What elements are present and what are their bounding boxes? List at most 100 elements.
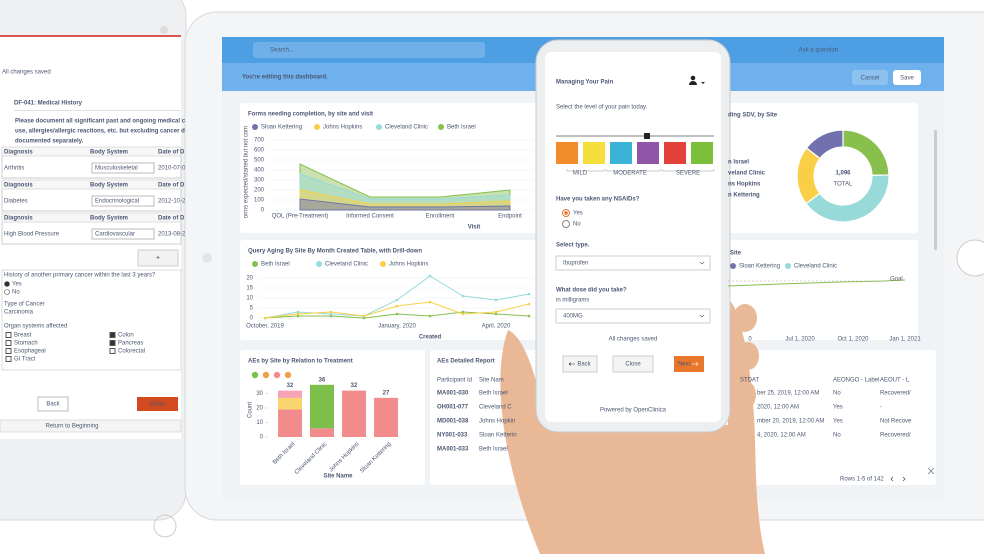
label: Colon — [118, 333, 134, 339]
label: Cleveland Clinic — [794, 264, 837, 270]
label: Not Recove — [880, 419, 912, 425]
label: Breast — [14, 333, 32, 339]
label: MILD — [573, 171, 588, 177]
legend-dot — [438, 124, 444, 130]
label: All changes saved — [609, 337, 658, 343]
user-icon — [689, 75, 705, 85]
label: 1,096 — [835, 171, 851, 177]
label: Body System — [90, 216, 128, 222]
scrollbar — [934, 130, 937, 250]
label: Pancreas — [118, 341, 143, 347]
y-tick-label: 200 — [254, 188, 265, 194]
bar — [342, 390, 366, 437]
label: Date of D — [158, 216, 185, 222]
label: AEONGO - Label — [833, 378, 879, 384]
label: Select type. — [556, 243, 590, 249]
data-label: 32 — [287, 383, 294, 389]
y-axis-label: orms expected/started but not com — [244, 126, 250, 218]
y-tick-label: 300 — [254, 178, 265, 184]
label: AEOUT - L — [880, 378, 910, 384]
x-tick-label: Jan 1, 2021 — [889, 337, 921, 343]
label: Colorectal — [118, 349, 145, 355]
add-button[interactable] — [137, 249, 179, 267]
select — [91, 195, 155, 207]
label: in milligrams — [556, 298, 589, 304]
label: Close — [625, 362, 641, 368]
x-tick-label: Enrollment — [426, 214, 455, 220]
y-tick-label: 30 — [256, 391, 263, 397]
home-button — [153, 514, 177, 538]
pain-face — [664, 142, 686, 164]
bar — [310, 428, 334, 437]
label: n Kettering — [728, 193, 760, 199]
label: Next — [678, 362, 691, 368]
pain-face — [610, 142, 632, 164]
label: Beth Israel — [479, 391, 508, 397]
pager — [890, 476, 906, 482]
label: What dose did you take? — [556, 288, 627, 294]
checkbox — [5, 332, 12, 338]
label: Yes — [12, 282, 22, 288]
label: Yes — [833, 419, 843, 425]
point — [329, 314, 333, 318]
label: 2010-07-0 — [158, 166, 186, 172]
label: SEVERE — [676, 171, 700, 177]
point — [494, 312, 498, 316]
label: Back — [577, 362, 591, 368]
label: n Israel — [728, 160, 749, 166]
point — [296, 314, 300, 318]
label: Return to Beginning — [45, 424, 98, 430]
label: No — [833, 391, 841, 397]
label: Johns Hopkin — [479, 419, 515, 425]
card-title: Query Aging By Site By Month Created Tab… — [248, 249, 422, 255]
cancel-button[interactable] — [852, 70, 888, 85]
x-tick-label: 0 — [748, 337, 752, 343]
label: 4, 2020, 12:00 AM — [757, 433, 806, 439]
slider-thumb — [644, 133, 650, 139]
legend-label: Johns Hopkins — [323, 125, 362, 131]
label: Sloan Ketterin — [479, 433, 517, 439]
point — [395, 312, 399, 316]
x-tick-label: Informed Consent — [346, 214, 394, 220]
camera — [160, 26, 168, 34]
y-tick-label: 0 — [250, 316, 254, 322]
label: 2012-10-2 — [158, 199, 186, 205]
next-button — [674, 356, 704, 372]
legend-dot — [262, 371, 270, 379]
label: MA001-030 — [437, 391, 469, 397]
legend-dot — [380, 261, 386, 267]
table-header — [1, 212, 182, 223]
save-button[interactable] — [893, 70, 921, 85]
point — [296, 310, 300, 314]
label: Date of D — [158, 183, 185, 189]
legend-dot — [316, 261, 322, 267]
label: 400MG — [563, 314, 583, 320]
point — [428, 300, 432, 304]
scale-bracket — [566, 169, 715, 172]
legend-label: Cleveland Clinic — [385, 125, 428, 131]
label: No — [573, 222, 581, 228]
label: Powered by OpenClinica — [600, 408, 667, 414]
radio — [562, 220, 570, 228]
donut-slice — [805, 129, 844, 160]
label: use, allergies/allergic reactions, etc. … — [15, 129, 185, 135]
top-rule — [0, 35, 181, 37]
y-tick-label: 15 — [246, 286, 253, 292]
label: Diagnosis — [4, 183, 33, 189]
legend-label: Beth Israel — [261, 262, 290, 268]
legend-label: Johns Hopkins — [389, 262, 428, 268]
checkbox — [109, 332, 116, 338]
label: All changes saved — [2, 70, 51, 76]
y-tick-label: 10 — [246, 296, 253, 302]
checkbox — [109, 348, 116, 354]
label: Stomach — [14, 341, 38, 347]
label: Recovered/ — [880, 391, 911, 397]
label: Beth Israel — [479, 447, 508, 453]
label: 2013-08-2 — [158, 232, 186, 238]
data-label: 32 — [351, 383, 358, 389]
point — [296, 312, 300, 316]
point — [428, 314, 432, 318]
label: mber 20, 2019, 12:00 AM — [757, 419, 824, 425]
search-box[interactable] — [253, 42, 485, 58]
home-button — [956, 239, 984, 277]
